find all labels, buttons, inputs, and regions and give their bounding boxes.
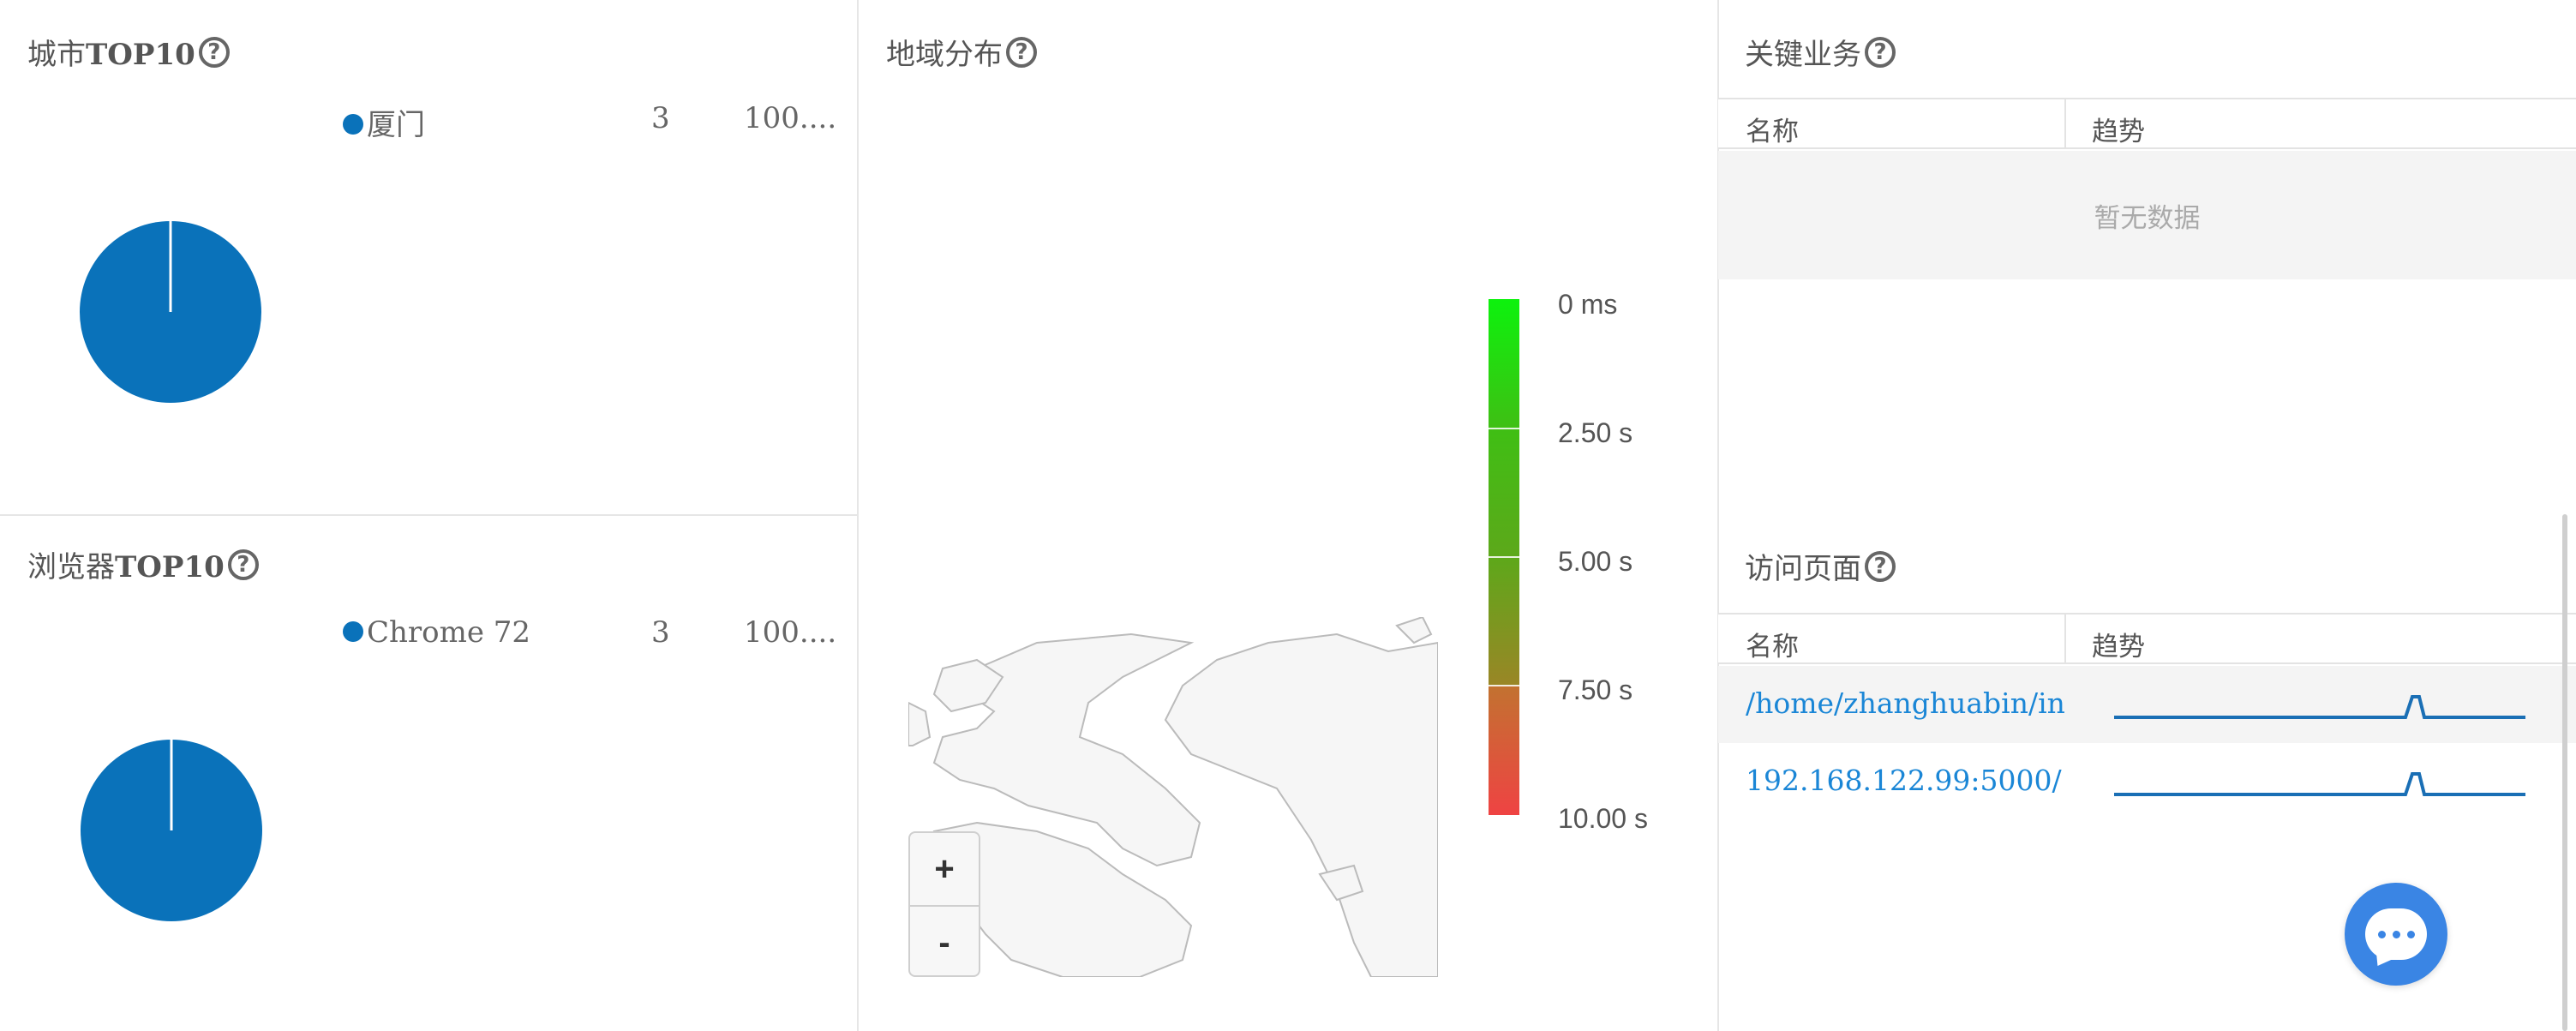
help-icon[interactable]: ?: [227, 548, 259, 580]
help-icon[interactable]: ?: [1006, 36, 1037, 68]
colorbar-label: 7.50 s: [1558, 674, 1633, 705]
map-region[interactable]: [932, 632, 1201, 867]
browser-pie-chart[interactable]: [80, 739, 263, 922]
map-region[interactable]: [932, 658, 1004, 713]
visited-pages-title: 访问页面 ?: [1745, 545, 1896, 587]
colorbar-tick: [1489, 685, 1519, 686]
colorbar-label: 0 ms: [1558, 289, 1618, 320]
vertical-scrollbar[interactable]: [2562, 514, 2567, 1031]
key-business-table-header: 名称 趋势: [1718, 98, 2576, 149]
column-divider: [2064, 614, 2066, 662]
legend-count: 3: [651, 615, 670, 650]
empty-placeholder: 暂无数据: [1718, 151, 2576, 279]
colorbar-segment: [1489, 429, 1519, 557]
column-divider: [2064, 99, 2066, 147]
colorbar-label: 2.50 s: [1558, 417, 1633, 448]
legend-item[interactable]: Chrome 72: [343, 615, 530, 650]
city-top10-title: 城市TOP10 ?: [27, 31, 230, 73]
legend-dot: [343, 114, 363, 135]
help-icon[interactable]: ?: [1865, 550, 1896, 582]
table-row[interactable]: 192.168.122.99:5000/: [1718, 743, 2576, 820]
key-business-title: 关键业务 ?: [1745, 31, 1896, 73]
city-pie-chart[interactable]: [79, 220, 262, 404]
region-title: 地域分布 ?: [886, 31, 1037, 73]
colorbar-tick: [1489, 556, 1519, 558]
map-region[interactable]: [1318, 864, 1364, 902]
page-link[interactable]: /home/zhanghuabin/index.html: [1746, 686, 2064, 720]
legend-item[interactable]: 厦门: [343, 101, 425, 143]
colorbar-legend[interactable]: [1489, 299, 1519, 815]
column-header-name[interactable]: 名称: [1746, 632, 1799, 662]
column-header-trend[interactable]: 趋势: [2092, 632, 2145, 662]
browser-top10-panel: 浏览器TOP10 ? Chrome 72 3 100....: [0, 516, 857, 1031]
divider: [0, 514, 857, 516]
colorbar-segment: [1489, 299, 1519, 429]
map-region[interactable]: [1164, 632, 1438, 977]
city-top10-panel: 城市TOP10 ? 厦门 3 100....: [0, 0, 857, 514]
column-divider: [857, 0, 859, 1031]
browser-top10-title: 浏览器TOP10 ?: [27, 543, 259, 585]
colorbar-segment: [1489, 686, 1519, 815]
colorbar-label: 10.00 s: [1558, 803, 1648, 834]
zoom-in-button[interactable]: +: [934, 849, 955, 888]
visited-pages-table-header: 名称 趋势: [1718, 613, 2576, 664]
region-map[interactable]: [908, 617, 1438, 977]
table-row[interactable]: /home/zhanghuabin/index.html: [1718, 666, 2576, 743]
column-divider: [1717, 0, 1719, 1031]
chat-button[interactable]: [2345, 883, 2447, 986]
colorbar-segment: [1489, 557, 1519, 686]
legend-dot: [343, 621, 363, 642]
colorbar-tick: [1489, 428, 1519, 429]
help-icon[interactable]: ?: [198, 36, 230, 68]
zoom-out-button[interactable]: -: [910, 905, 979, 979]
trend-sparkline: [2114, 772, 2525, 796]
help-icon[interactable]: ?: [1865, 36, 1896, 68]
legend-percent: 100....: [744, 615, 837, 650]
map-region[interactable]: [908, 701, 932, 746]
trend-sparkline: [2114, 695, 2525, 719]
map-zoom-control: + -: [908, 831, 980, 977]
map-region[interactable]: [1395, 617, 1433, 644]
chat-icon: [2365, 908, 2427, 960]
column-header-trend[interactable]: 趋势: [2092, 117, 2145, 147]
legend-count: 3: [651, 101, 670, 135]
page-link[interactable]: 192.168.122.99:5000/: [1746, 764, 2062, 797]
legend-percent: 100....: [744, 101, 837, 135]
column-header-name[interactable]: 名称: [1746, 117, 1799, 147]
colorbar-label: 5.00 s: [1558, 546, 1633, 577]
